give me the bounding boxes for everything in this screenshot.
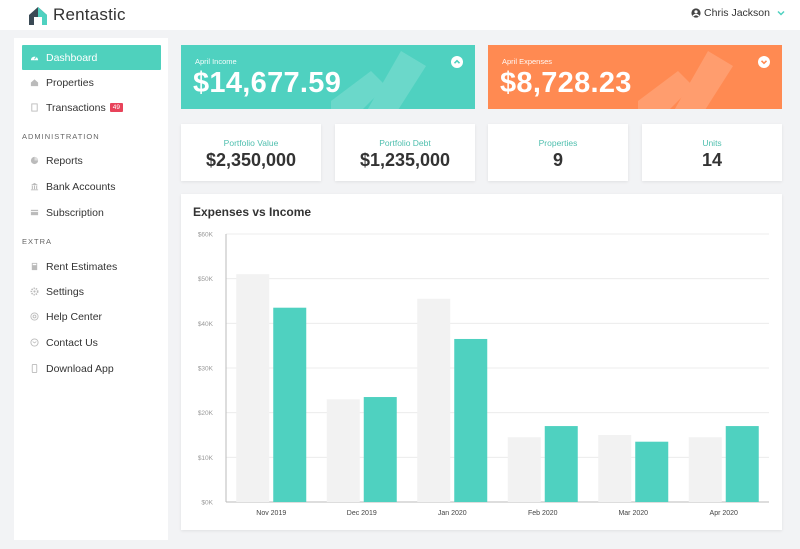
- portfolio-value-card: Portfolio Value $2,350,000: [181, 124, 321, 181]
- expenses-value: $8,728.23: [500, 67, 632, 99]
- top-bar: Rentastic Chris Jackson: [0, 0, 800, 30]
- mobile-icon: [31, 364, 38, 373]
- sidebar-item-properties[interactable]: Properties: [22, 70, 161, 95]
- x-tick-label: Apr 2020: [710, 510, 739, 517]
- bank-icon: [30, 182, 39, 191]
- y-tick-label: $10K: [198, 455, 214, 462]
- portfolio-debt-label: Portfolio Debt: [379, 138, 431, 148]
- sidebar-item-subscription[interactable]: Subscription: [22, 200, 161, 225]
- sidebar: Dashboard Properties Transactions 49 ADM…: [14, 38, 168, 540]
- sidebar-item-bank-accounts[interactable]: Bank Accounts: [22, 174, 161, 199]
- document-icon: [31, 103, 38, 112]
- expenses-label: April Expenses: [502, 57, 553, 66]
- sidebar-item-settings[interactable]: Settings: [22, 279, 161, 304]
- income-bar: [725, 426, 759, 502]
- sidebar-item-transactions[interactable]: Transactions 49: [22, 95, 161, 120]
- x-tick-label: Feb 2020: [528, 510, 558, 517]
- properties-value: 9: [552, 150, 563, 170]
- transactions-badge: 49: [109, 103, 123, 112]
- units-card: Units 14: [642, 124, 782, 181]
- income-label: April Income: [195, 57, 237, 66]
- expenses-bar: [598, 435, 632, 502]
- home-icon: [30, 79, 39, 87]
- help-icon: [30, 312, 39, 321]
- portfolio-debt-value: $1,235,000: [359, 150, 451, 170]
- dashboard-icon: [30, 56, 39, 61]
- gear-icon: [30, 287, 39, 296]
- y-tick-label: $20K: [198, 410, 214, 417]
- expenses-vs-income-chart: $0K $10K $20K $30K $40K $50K $60K Nov 2019 Dec 2…: [181, 194, 782, 530]
- house-logo-icon: [29, 7, 47, 25]
- income-bar: [273, 307, 307, 502]
- properties-card: Properties 9: [488, 124, 628, 181]
- expenses-bar: [326, 399, 360, 502]
- income-bar: [454, 338, 488, 502]
- calculator-icon: [31, 262, 38, 271]
- chart-canvas: $0K $10K $20K $30K $40K $50K $60K Nov 2019 Dec 2…: [198, 232, 769, 517]
- units-label: Units: [702, 138, 722, 148]
- units-value: 14: [701, 150, 723, 170]
- chart-title: Expenses vs Income: [193, 205, 312, 219]
- expenses-bar: [688, 437, 722, 502]
- x-tick-label: Dec 2019: [347, 510, 377, 517]
- card-icon: [30, 209, 39, 216]
- income-bar: [635, 441, 669, 502]
- decorative-shape-icon: [331, 51, 426, 109]
- x-tick-label: Mar 2020: [618, 510, 648, 517]
- chevron-down-circle-icon[interactable]: [758, 56, 770, 68]
- user-menu[interactable]: Chris Jackson: [691, 7, 786, 19]
- mail-icon: [30, 338, 39, 347]
- income-value: $14,677.59: [193, 67, 342, 99]
- income-bar: [544, 426, 578, 502]
- app-logo[interactable]: Rentastic: [27, 4, 126, 26]
- sidebar-item-rent-estimates[interactable]: Rent Estimates: [22, 254, 161, 279]
- y-tick-label: $40K: [198, 321, 214, 328]
- section-extra: EXTRA: [22, 237, 53, 246]
- expenses-card: April Expenses $8,728.23: [488, 45, 782, 109]
- expenses-bar: [236, 274, 270, 502]
- income-bar: [363, 397, 397, 502]
- sidebar-item-download-app[interactable]: Download App: [22, 356, 161, 381]
- sidebar-item-dashboard[interactable]: Dashboard: [22, 45, 161, 70]
- chevron-up-circle-icon[interactable]: [451, 56, 463, 68]
- portfolio-value-value: $2,350,000: [205, 150, 297, 170]
- x-tick-label: Nov 2019: [256, 510, 286, 517]
- expenses-bar: [507, 437, 541, 502]
- y-tick-label: $30K: [198, 366, 214, 373]
- sidebar-item-help-center[interactable]: Help Center: [22, 304, 161, 329]
- x-tick-label: Jan 2020: [438, 510, 467, 517]
- app-name: Rentastic: [53, 5, 126, 24]
- y-tick-label: $50K: [198, 276, 214, 283]
- income-card: April Income $14,677.59: [181, 45, 475, 109]
- decorative-shape-icon: [638, 51, 733, 109]
- y-tick-label: $60K: [198, 232, 214, 239]
- user-name: Chris Jackson: [704, 7, 770, 19]
- user-icon: [691, 8, 701, 18]
- sidebar-item-contact-us[interactable]: Contact Us: [22, 330, 161, 355]
- expenses-bar: [417, 298, 451, 502]
- portfolio-value-label: Portfolio Value: [223, 138, 279, 148]
- pie-chart-icon: [30, 156, 39, 165]
- y-tick-label: $0K: [201, 500, 213, 507]
- portfolio-debt-card: Portfolio Debt $1,235,000: [335, 124, 475, 181]
- chevron-down-icon: [777, 10, 785, 16]
- sidebar-item-reports[interactable]: Reports: [22, 148, 161, 173]
- section-administration: ADMINISTRATION: [22, 132, 100, 141]
- properties-label: Properties: [538, 138, 578, 148]
